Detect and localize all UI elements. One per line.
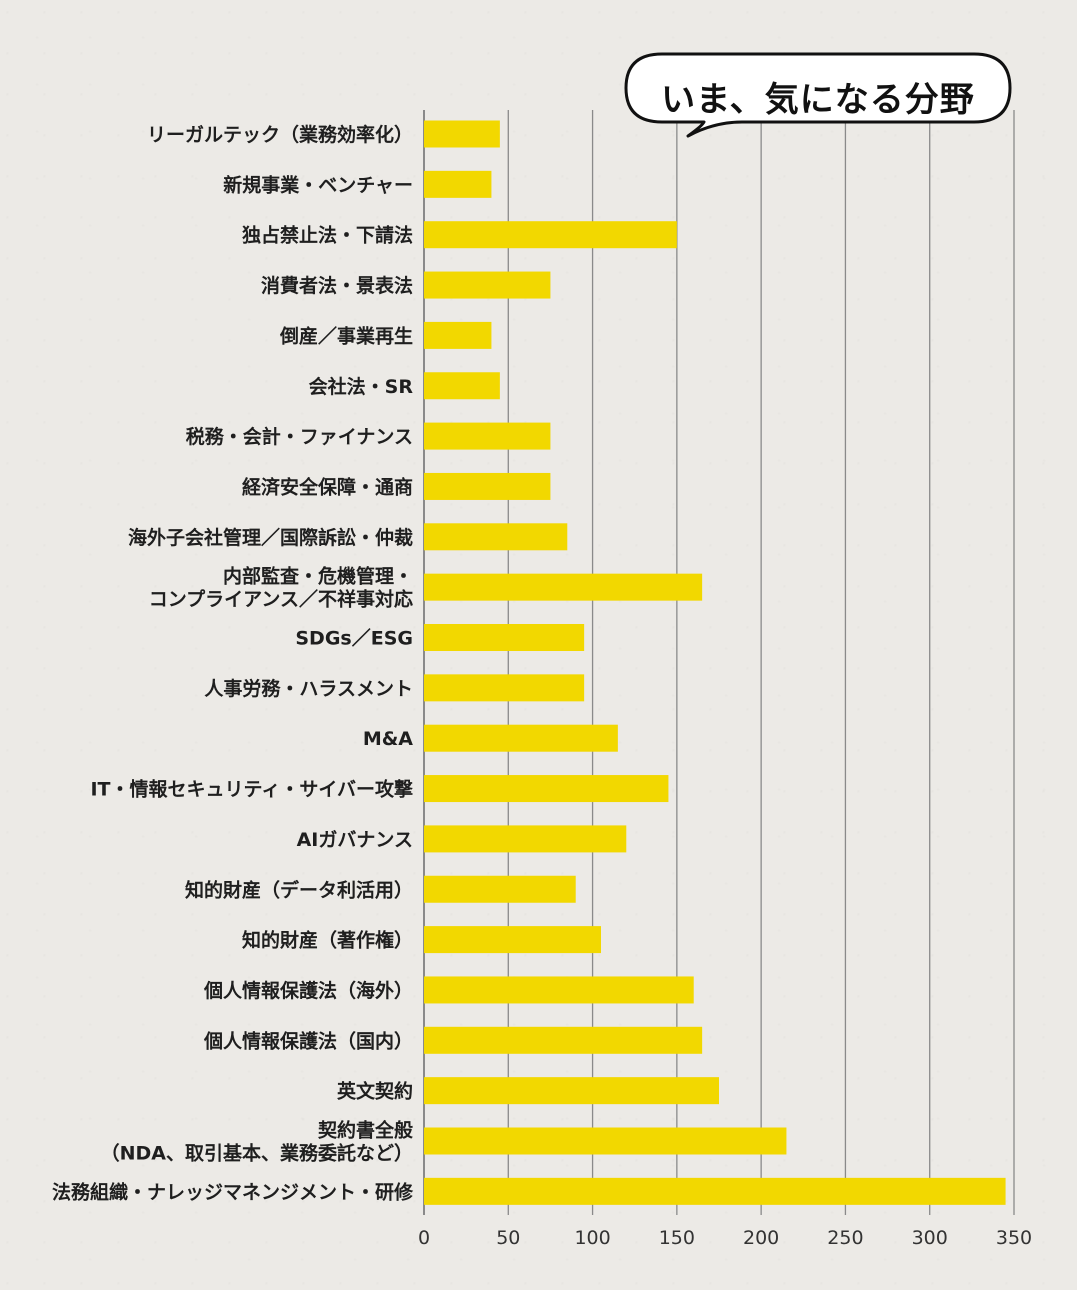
bar	[424, 875, 576, 903]
category-label: 税務・会計・ファイナンス	[186, 425, 413, 448]
bar	[424, 120, 500, 148]
category-label: AIガバナンス	[297, 829, 413, 851]
category-label: 会社法・SR	[309, 375, 414, 398]
category-label: M&A	[363, 728, 413, 750]
category-label: 海外子会社管理／国際訴訟・仲裁	[128, 526, 413, 549]
bar	[424, 271, 551, 299]
x-tick-label: 200	[743, 1227, 779, 1249]
bar	[424, 472, 551, 500]
bar	[424, 170, 492, 198]
bar	[424, 321, 492, 349]
bar	[424, 624, 585, 651]
x-tick-label: 250	[827, 1227, 863, 1249]
bar	[424, 775, 669, 803]
bar	[424, 976, 694, 1004]
bar	[424, 422, 551, 450]
category-label: 個人情報保護法（国内）	[203, 1029, 413, 1052]
category-label: 人事労務・ハラスメント	[204, 677, 413, 700]
x-tick-label: 0	[418, 1227, 430, 1249]
category-label: SDGs／ESG	[295, 627, 413, 650]
bar	[424, 674, 585, 702]
category-label: 消費者法・景表法	[261, 274, 413, 297]
bar	[424, 825, 627, 853]
bar	[424, 724, 618, 752]
category-label: IT・情報セキュリティ・サイバー攻撃	[90, 778, 413, 801]
category-label: リーガルテック（業務効率化）	[147, 123, 413, 146]
x-tick-label: 100	[574, 1227, 610, 1249]
category-label: 新規事業・ベンチャー	[223, 173, 413, 196]
bar	[424, 1077, 719, 1105]
chart-title: いま、気になる分野	[661, 80, 975, 120]
category-label: 個人情報保護法（海外）	[203, 979, 413, 1002]
category-label: 倒産／事業再生	[279, 324, 413, 347]
category-label: 法務組織・ナレッジマネンジメント・研修	[52, 1180, 414, 1203]
category-label: 知的財産（データ利活用）	[185, 878, 413, 901]
category-label: 経済安全保障・通商	[242, 475, 413, 498]
bar	[424, 1177, 1006, 1205]
x-axis-ticks: 0 50 100 150 200 250 300 350	[418, 1227, 1032, 1249]
category-label: 英文契約	[337, 1080, 413, 1103]
bar	[424, 1026, 703, 1054]
category-label: 独占禁止法・下請法	[242, 224, 413, 247]
bar	[424, 573, 703, 601]
bar	[424, 221, 677, 249]
category-label: 内部監査・危機管理・コンプライアンス／不祥事対応	[149, 565, 413, 611]
title-speech-bubble: いま、気になる分野	[622, 50, 1014, 138]
bar	[424, 1127, 787, 1155]
category-labels: リーガルテック（業務効率化） 新規事業・ベンチャー独占禁止法・下請法消費者法・景表…	[52, 123, 414, 1203]
x-tick-label: 300	[912, 1227, 948, 1249]
x-tick-label: 150	[659, 1227, 695, 1249]
category-label: 知的財産（著作権）	[242, 929, 413, 952]
category-label: 契約書全般（NDA、取引基本、業務委託など）	[101, 1119, 413, 1165]
bars	[424, 120, 1006, 1205]
x-tick-label: 350	[996, 1227, 1032, 1249]
speech-bubble-shape	[624, 52, 1012, 138]
bar	[424, 372, 500, 400]
bar	[424, 926, 601, 954]
x-tick-label: 50	[496, 1227, 520, 1249]
bar	[424, 523, 568, 551]
